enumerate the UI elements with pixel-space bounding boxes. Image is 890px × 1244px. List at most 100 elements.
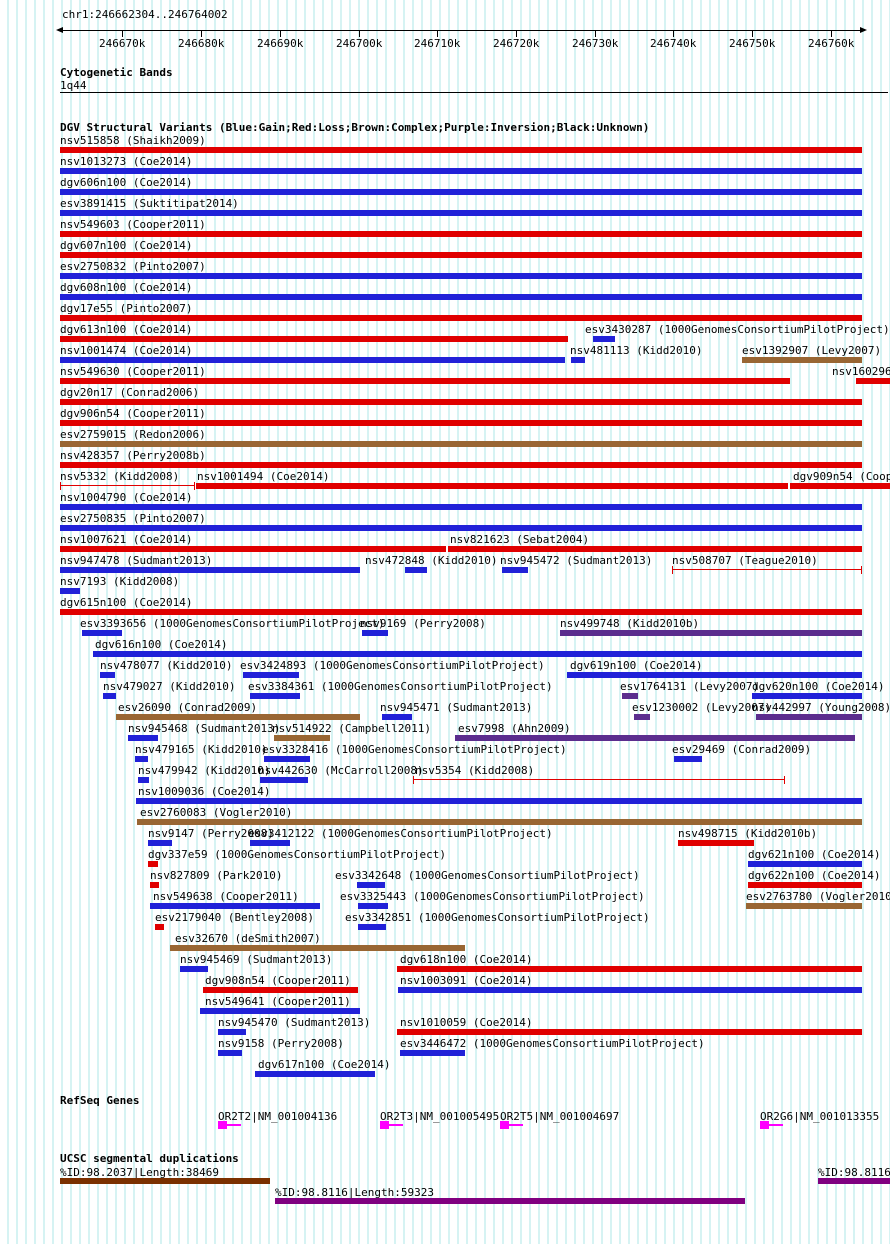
- segdup-bar[interactable]: [60, 1178, 270, 1184]
- variant-bar[interactable]: [203, 987, 358, 993]
- variant-bar[interactable]: [357, 882, 385, 888]
- variant-bar[interactable]: [218, 1050, 242, 1056]
- variant-label[interactable]: esv3393656 (1000GenomesConsortiumPilotPr…: [80, 617, 385, 630]
- variant-bar[interactable]: [678, 840, 754, 846]
- gene-marker[interactable]: [218, 1121, 227, 1129]
- variant-label[interactable]: nsv442997 (Young2008): [752, 701, 890, 714]
- gene-label[interactable]: OR2T5|NM_001004697: [500, 1110, 620, 1123]
- variant-bar[interactable]: [250, 693, 300, 699]
- variant-bar[interactable]: [274, 735, 330, 741]
- variant-label[interactable]: dgv337e59 (1000GenomesConsortiumPilotPro…: [148, 848, 447, 861]
- variant-bar[interactable]: [60, 294, 862, 300]
- variant-label[interactable]: esv2763780 (Vogler2010): [746, 890, 890, 903]
- variant-bar[interactable]: [200, 1008, 360, 1014]
- variant-bar[interactable]: [128, 735, 158, 741]
- variant-bar[interactable]: [571, 357, 585, 363]
- variant-bar[interactable]: [790, 483, 890, 489]
- variant-bar[interactable]: [260, 777, 308, 783]
- variant-bar[interactable]: [560, 630, 862, 636]
- variant-label[interactable]: nsv945470 (Sudmant2013): [218, 1016, 371, 1029]
- variant-label[interactable]: nsv479942 (Kidd2010): [138, 764, 271, 777]
- variant-bar[interactable]: [60, 315, 862, 321]
- variant-bar[interactable]: [100, 672, 115, 678]
- variant-bar[interactable]: [103, 693, 116, 699]
- segdup-bar[interactable]: [818, 1178, 890, 1184]
- variant-label[interactable]: esv2760083 (Vogler2010): [140, 806, 293, 819]
- variant-label[interactable]: nsv1013273 (Coe2014): [60, 155, 193, 168]
- variant-label[interactable]: dgv608n100 (Coe2014): [60, 281, 193, 294]
- variant-label[interactable]: esv2750835 (Pinto2007): [60, 512, 206, 525]
- variant-bar[interactable]: [243, 672, 299, 678]
- variant-bar[interactable]: [60, 147, 862, 153]
- variant-bar[interactable]: [448, 546, 862, 552]
- variant-bar[interactable]: [674, 756, 702, 762]
- gene-label[interactable]: OR2T2|NM_001004136: [218, 1110, 338, 1123]
- variant-label[interactable]: esv3342648 (1000GenomesConsortiumPilotPr…: [335, 869, 640, 882]
- variant-label[interactable]: dgv909n54 (Cooper: [793, 470, 890, 483]
- variant-bar[interactable]: [150, 882, 159, 888]
- variant-label[interactable]: esv32670 (deSmith2007): [175, 932, 321, 945]
- variant-label[interactable]: nsv514922 (Campbell2011): [272, 722, 431, 735]
- variant-bar[interactable]: [400, 1050, 465, 1056]
- variant-label[interactable]: nsv1010059 (Coe2014): [400, 1016, 533, 1029]
- variant-bar[interactable]: [60, 420, 862, 426]
- variant-label[interactable]: nsv1009036 (Coe2014): [138, 785, 271, 798]
- variant-label[interactable]: dgv622n100 (Coe2014): [748, 869, 881, 882]
- variant-label[interactable]: nsv947478 (Sudmant2013): [60, 554, 213, 567]
- variant-label[interactable]: nsv549638 (Cooper2011): [153, 890, 299, 903]
- variant-label[interactable]: nsv945471 (Sudmant2013): [380, 701, 533, 714]
- segdup-label[interactable]: %ID:98.2037|Length:38469: [60, 1166, 219, 1179]
- variant-label[interactable]: nsv549603 (Cooper2011): [60, 218, 206, 231]
- variant-label[interactable]: dgv616n100 (Coe2014): [95, 638, 228, 651]
- variant-label[interactable]: nsv945468 (Sudmant2013): [128, 722, 281, 735]
- variant-label[interactable]: nsv479165 (Kidd2010): [135, 743, 268, 756]
- variant-bar[interactable]: [756, 714, 862, 720]
- variant-label[interactable]: nsv9169 (Perry2008): [360, 617, 486, 630]
- gene-marker[interactable]: [500, 1121, 509, 1129]
- variant-label[interactable]: dgv906n54 (Cooper2011): [60, 407, 206, 420]
- variant-bar[interactable]: [170, 945, 465, 951]
- variant-label[interactable]: nsv499748 (Kidd2010b): [560, 617, 700, 630]
- variant-bar[interactable]: [746, 903, 862, 909]
- variant-label[interactable]: dgv619n100 (Coe2014): [570, 659, 703, 672]
- variant-label[interactable]: esv3384361 (1000GenomesConsortiumPilotPr…: [248, 680, 553, 693]
- variant-label[interactable]: dgv617n100 (Coe2014): [258, 1058, 391, 1071]
- variant-bar[interactable]: [358, 903, 388, 909]
- variant-bar[interactable]: [358, 924, 386, 930]
- variant-bar[interactable]: [60, 357, 565, 363]
- variant-label[interactable]: dgv607n100 (Coe2014): [60, 239, 193, 252]
- variant-bar[interactable]: [60, 399, 862, 405]
- variant-label[interactable]: dgv615n100 (Coe2014): [60, 596, 193, 609]
- variant-bar[interactable]: [60, 273, 862, 279]
- variant-label[interactable]: nsv508707 (Teague2010): [672, 554, 818, 567]
- variant-bar[interactable]: [218, 1029, 246, 1035]
- variant-label[interactable]: esv3342851 (1000GenomesConsortiumPilotPr…: [345, 911, 650, 924]
- variant-label[interactable]: nsv827809 (Park2010): [150, 869, 283, 882]
- variant-bar[interactable]: [502, 567, 528, 573]
- variant-label[interactable]: dgv618n100 (Coe2014): [400, 953, 533, 966]
- variant-label[interactable]: esv1392907 (Levy2007): [742, 344, 882, 357]
- variant-label[interactable]: nsv821623 (Sebat2004): [450, 533, 590, 546]
- variant-bar[interactable]: [742, 357, 862, 363]
- variant-bar[interactable]: [93, 651, 862, 657]
- variant-label[interactable]: esv3325443 (1000GenomesConsortiumPilotPr…: [340, 890, 645, 903]
- variant-label[interactable]: esv7998 (Ahn2009): [458, 722, 571, 735]
- gene-marker[interactable]: [380, 1121, 389, 1129]
- variant-label[interactable]: dgv620n100 (Coe2014): [752, 680, 885, 693]
- variant-label[interactable]: esv3412122 (1000GenomesConsortiumPilotPr…: [248, 827, 553, 840]
- variant-label[interactable]: nsv1001474 (Coe2014): [60, 344, 193, 357]
- variant-label[interactable]: esv1764131 (Levy2007): [620, 680, 760, 693]
- variant-label[interactable]: nsv7193 (Kidd2008): [60, 575, 180, 588]
- variant-bar[interactable]: [60, 567, 360, 573]
- variant-bar[interactable]: [180, 966, 208, 972]
- variant-bar[interactable]: [634, 714, 650, 720]
- variant-bar[interactable]: [255, 1071, 375, 1077]
- variant-label[interactable]: dgv17e55 (Pinto2007): [60, 302, 193, 315]
- variant-label[interactable]: nsv945469 (Sudmant2013): [180, 953, 333, 966]
- variant-bar[interactable]: [382, 714, 412, 720]
- variant-bar[interactable]: [455, 735, 855, 741]
- variant-label[interactable]: nsv9158 (Perry2008): [218, 1037, 344, 1050]
- gene-marker[interactable]: [760, 1121, 769, 1129]
- variant-bar[interactable]: [413, 776, 785, 784]
- variant-label[interactable]: dgv613n100 (Coe2014): [60, 323, 193, 336]
